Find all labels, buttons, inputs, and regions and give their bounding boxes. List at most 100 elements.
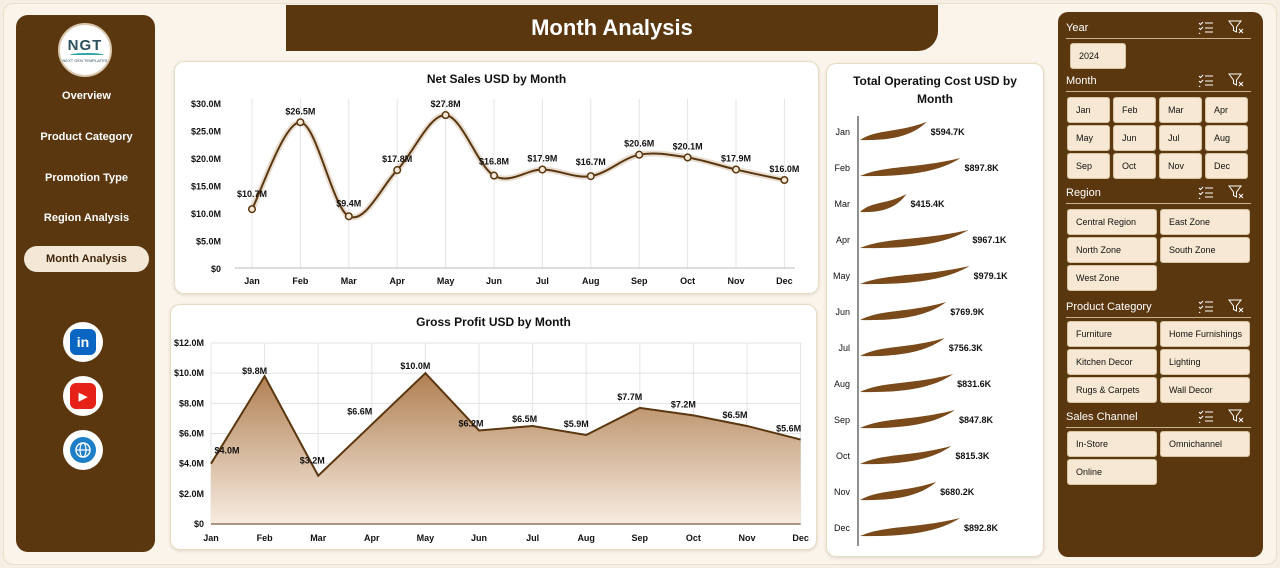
month-option-aug[interactable]: Aug: [1205, 125, 1248, 151]
year-filter-label: Year: [1066, 22, 1089, 34]
month-option-jul[interactable]: Jul: [1159, 125, 1202, 151]
month-filter-divider: [1066, 91, 1251, 92]
data-label: $815.3K: [955, 451, 990, 461]
cost-bar: [860, 302, 947, 321]
year-multiselect-icon[interactable]: [1198, 20, 1214, 35]
data-point: [538, 165, 547, 174]
month-multiselect-icon[interactable]: [1198, 73, 1214, 88]
sales-channel-option[interactable]: Online: [1067, 459, 1157, 485]
y-tick-label: $4.0M: [179, 459, 204, 469]
cost-bar: [860, 266, 970, 285]
x-tick-label: Jan: [244, 276, 260, 286]
y-tick-label: Mar: [835, 199, 851, 209]
region-option[interactable]: Central Region: [1067, 209, 1157, 235]
nav-promotion-type[interactable]: Promotion Type: [45, 172, 128, 184]
operating-cost-title-2: Month: [917, 92, 953, 106]
y-tick-label: $12.0M: [174, 338, 204, 348]
x-tick-label: May: [437, 276, 455, 286]
y-tick-label: Jun: [835, 307, 850, 317]
series-area: [211, 373, 801, 524]
product-category-filter-label: Product Category: [1066, 301, 1152, 313]
sales-channel-multiselect-icon[interactable]: [1198, 409, 1214, 424]
y-tick-label: Sep: [834, 415, 850, 425]
data-label: $4.0M: [214, 446, 239, 456]
y-tick-label: Dec: [834, 523, 851, 533]
x-tick-label: May: [417, 533, 435, 543]
x-tick-label: Jul: [536, 276, 549, 286]
data-label: $831.6K: [957, 379, 992, 389]
data-label: $17.9M: [527, 154, 557, 164]
x-tick-label: Jul: [526, 533, 539, 543]
region-clear-filter-icon[interactable]: [1228, 185, 1244, 199]
month-option-oct[interactable]: Oct: [1113, 153, 1156, 179]
y-tick-label: Apr: [836, 235, 850, 245]
year-option-2024[interactable]: 2024: [1070, 43, 1126, 69]
data-point: [393, 166, 402, 175]
data-label: $7.2M: [671, 399, 696, 409]
x-tick-label: Nov: [738, 533, 755, 543]
operating-cost-title-1: Total Operating Cost USD by: [853, 74, 1017, 88]
x-tick-label: Nov: [727, 276, 744, 286]
month-option-nov[interactable]: Nov: [1159, 153, 1202, 179]
sales-channel-option[interactable]: In-Store: [1067, 431, 1157, 457]
net-sales-chart: $0 $5.0M $10.0M $15.0M $20.0M $25.0M $30.0M Jan…: [191, 99, 799, 286]
nav-region-analysis[interactable]: Region Analysis: [43, 212, 130, 224]
website-button[interactable]: [63, 430, 103, 470]
region-option[interactable]: West Zone: [1067, 265, 1157, 291]
logo-swoosh: [70, 53, 104, 57]
youtube-button[interactable]: ▶: [63, 376, 103, 416]
product-category-option[interactable]: Furniture: [1067, 321, 1157, 347]
month-option-feb[interactable]: Feb: [1113, 97, 1156, 123]
product-category-clear-filter-icon[interactable]: [1228, 299, 1244, 313]
month-option-jun[interactable]: Jun: [1113, 125, 1156, 151]
data-label: $6.6M: [347, 406, 372, 416]
region-option[interactable]: East Zone: [1160, 209, 1250, 235]
year-clear-filter-icon[interactable]: [1228, 20, 1244, 34]
globe-icon: [70, 437, 96, 463]
cost-bar: [860, 482, 937, 501]
cost-bar: [860, 230, 969, 249]
product-category-option[interactable]: Wall Decor: [1160, 377, 1250, 403]
data-label: $892.8K: [964, 523, 999, 533]
nav-month-analysis[interactable]: Month Analysis: [24, 246, 149, 272]
month-option-dec[interactable]: Dec: [1205, 153, 1248, 179]
y-tick-label: $0: [194, 519, 204, 529]
region-filter-label: Region: [1066, 187, 1101, 199]
data-label: $769.9K: [950, 307, 985, 317]
x-tick-label: Feb: [257, 533, 274, 543]
cost-bar: [860, 518, 960, 537]
data-label: $27.8M: [431, 99, 461, 109]
region-option[interactable]: South Zone: [1160, 237, 1250, 263]
data-label: $680.2K: [940, 487, 975, 497]
nav-overview[interactable]: Overview: [62, 90, 111, 102]
y-tick-label: $2.0M: [179, 489, 204, 499]
linkedin-button[interactable]: in: [63, 322, 103, 362]
product-category-multiselect-icon[interactable]: [1198, 299, 1214, 314]
series-line: [210, 371, 801, 478]
month-option-may[interactable]: May: [1067, 125, 1110, 151]
month-clear-filter-icon[interactable]: [1228, 73, 1244, 87]
linkedin-icon: in: [70, 329, 96, 355]
data-point: [344, 212, 353, 221]
sales-channel-clear-filter-icon[interactable]: [1228, 409, 1244, 423]
region-multiselect-icon[interactable]: [1198, 185, 1214, 200]
x-tick-label: Jun: [486, 276, 502, 286]
cost-bar: [860, 158, 961, 177]
product-category-option[interactable]: Kitchen Decor: [1067, 349, 1157, 375]
region-option[interactable]: North Zone: [1067, 237, 1157, 263]
month-option-jan[interactable]: Jan: [1067, 97, 1110, 123]
cost-bar: [860, 194, 907, 213]
product-category-option[interactable]: Lighting: [1160, 349, 1250, 375]
month-option-mar[interactable]: Mar: [1159, 97, 1202, 123]
product-category-option[interactable]: Home Furnishings: [1160, 321, 1250, 347]
nav-product-category[interactable]: Product Category: [40, 131, 133, 143]
year-filter-divider: [1066, 38, 1251, 39]
x-tick-label: Feb: [292, 276, 309, 286]
month-option-sep[interactable]: Sep: [1067, 153, 1110, 179]
data-label: $415.4K: [911, 199, 946, 209]
product-category-option[interactable]: Rugs & Carpets: [1067, 377, 1157, 403]
sales-channel-option[interactable]: Omnichannel: [1160, 431, 1250, 457]
month-option-apr[interactable]: Apr: [1205, 97, 1248, 123]
data-label: $979.1K: [974, 271, 1009, 281]
cost-bar: [860, 122, 927, 141]
